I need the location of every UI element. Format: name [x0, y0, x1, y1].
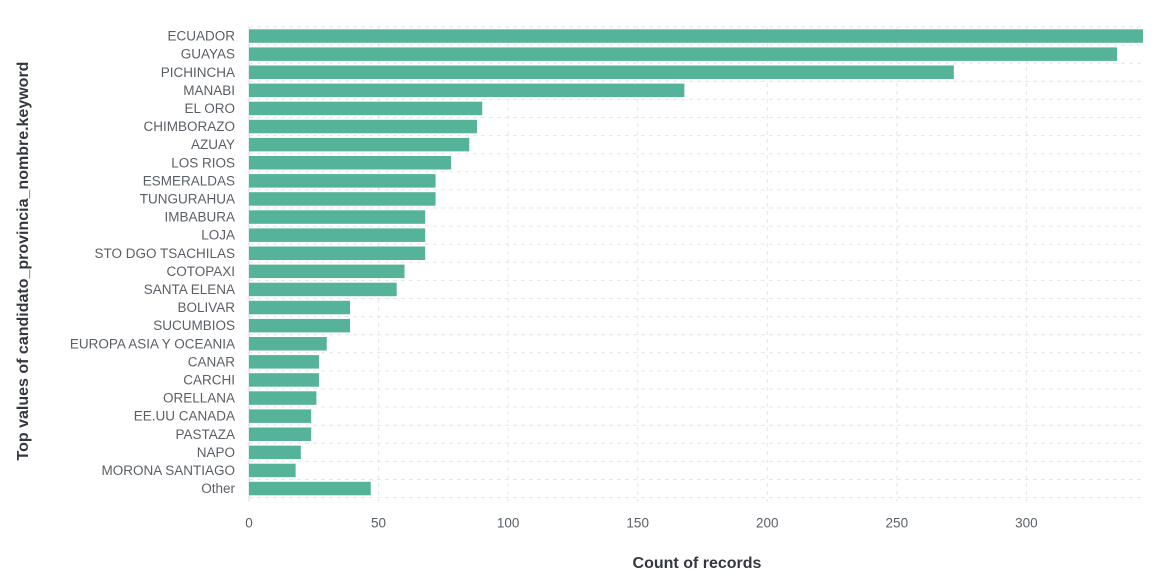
category-label: SANTA ELENA	[144, 282, 235, 297]
category-label: EUROPA ASIA Y OCEANIA	[70, 336, 235, 351]
x-tick-label: 200	[756, 516, 779, 531]
bar[interactable]	[249, 337, 327, 351]
category-label: NAPO	[197, 445, 235, 460]
category-label: ESMERALDAS	[143, 173, 235, 188]
category-label: MANABI	[183, 83, 235, 98]
category-label: EE.UU CANADA	[134, 409, 235, 424]
bar[interactable]	[249, 29, 1143, 43]
bar[interactable]	[249, 264, 405, 279]
bar[interactable]	[249, 318, 351, 333]
category-label: LOS RIOS	[171, 155, 235, 170]
category-label: ECUADOR	[167, 29, 235, 44]
bar[interactable]	[249, 427, 312, 442]
category-label: CANAR	[188, 354, 236, 369]
bar[interactable]	[249, 119, 478, 134]
bar[interactable]	[249, 391, 317, 405]
category-label: PASTAZA	[175, 427, 235, 442]
bar[interactable]	[249, 174, 436, 188]
x-tick-label: 250	[886, 516, 909, 531]
bar[interactable]	[249, 463, 296, 478]
bars	[249, 29, 1143, 496]
category-labels: ECUADOR GUAYAS PICHINCHA MANABI EL ORO CHIMBO…	[70, 29, 236, 496]
bar[interactable]	[249, 409, 312, 423]
category-label: AZUAY	[191, 137, 235, 152]
category-label: EL ORO	[184, 101, 235, 116]
category-label: STO DGO TSACHILAS	[94, 246, 235, 261]
category-label: PICHINCHA	[161, 65, 235, 80]
bar[interactable]	[249, 65, 954, 80]
category-label: CHIMBORAZO	[143, 119, 235, 134]
bar[interactable]	[249, 373, 319, 387]
y-axis-title: Top values of candidato_provincia_nombre…	[15, 62, 32, 461]
x-axis-ticks: 0 50 100 150 200 250 300	[245, 516, 1037, 531]
bar[interactable]	[249, 282, 397, 297]
category-label: GUAYAS	[181, 47, 235, 62]
bar[interactable]	[249, 47, 1118, 61]
category-label: COTOPAXI	[166, 264, 235, 279]
bar[interactable]	[249, 210, 426, 224]
bar[interactable]	[249, 228, 426, 242]
bar[interactable]	[249, 192, 436, 206]
bar[interactable]	[249, 300, 351, 315]
x-tick-label: 100	[497, 516, 520, 531]
category-label: CARCHI	[183, 372, 235, 387]
category-label: TUNGURAHUA	[140, 191, 235, 206]
category-label: BOLIVAR	[177, 300, 235, 315]
x-tick-label: 300	[1015, 516, 1038, 531]
category-label: IMBABURA	[164, 210, 235, 225]
bar[interactable]	[249, 246, 426, 261]
gridlines	[248, 26, 1143, 502]
bar[interactable]	[249, 101, 483, 116]
category-label: Other	[201, 481, 235, 496]
bar[interactable]	[249, 445, 301, 460]
bar[interactable]	[249, 137, 470, 152]
x-axis-title: Count of records	[633, 555, 762, 572]
bar[interactable]	[249, 481, 371, 496]
x-tick-label: 50	[371, 516, 386, 531]
bar[interactable]	[249, 156, 452, 170]
category-label: LOJA	[201, 228, 235, 243]
category-label: SUCUMBIOS	[153, 318, 235, 333]
x-tick-label: 150	[626, 516, 649, 531]
bar[interactable]	[249, 355, 319, 369]
x-tick-label: 0	[245, 516, 253, 531]
bar[interactable]	[249, 83, 685, 98]
category-label: MORONA SANTIAGO	[101, 463, 235, 478]
category-label: ORELLANA	[163, 391, 235, 406]
